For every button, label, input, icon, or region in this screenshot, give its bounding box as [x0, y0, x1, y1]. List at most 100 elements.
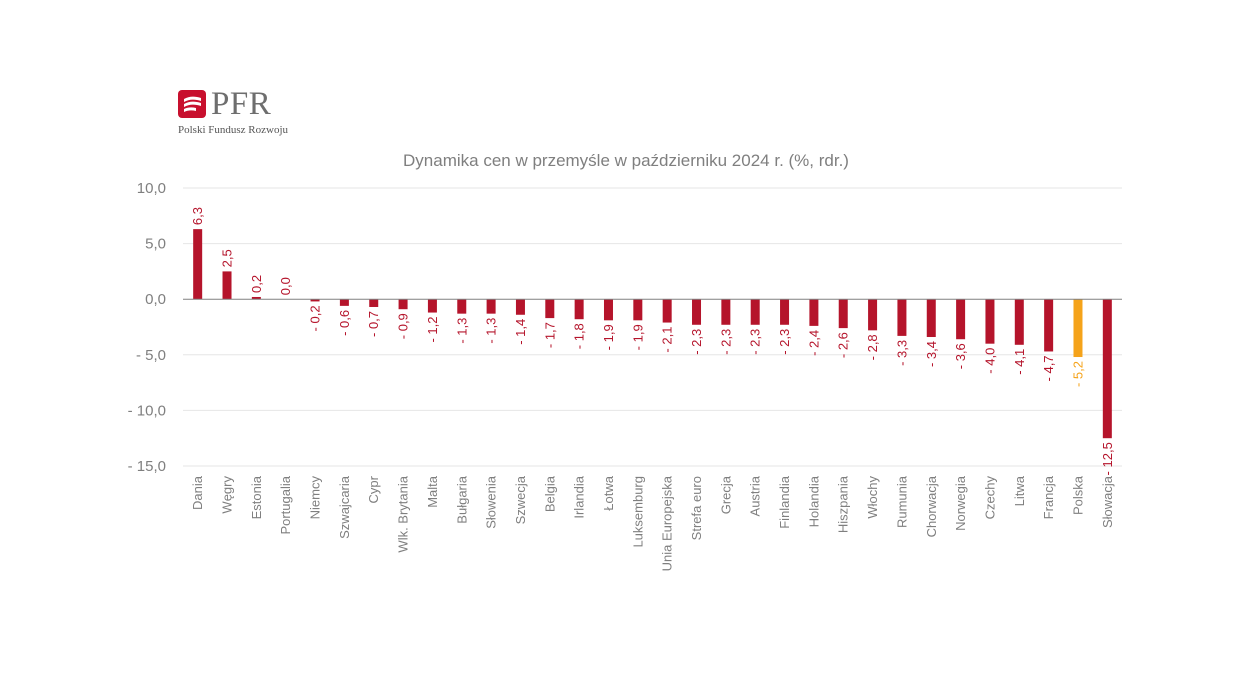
- x-tick-label: Słowenia: [484, 475, 499, 529]
- bar: [868, 299, 878, 331]
- bar: [838, 299, 848, 329]
- bar: [339, 299, 349, 306]
- bar: [1102, 299, 1112, 439]
- bar: [515, 299, 525, 315]
- x-tick-label: Francja: [1041, 475, 1056, 519]
- x-tick-label: Dania: [190, 475, 205, 510]
- data-label: - 1,9: [601, 324, 616, 350]
- x-tick-label: Estonia: [249, 475, 264, 519]
- gridlines: [183, 187, 1122, 467]
- bar: [809, 299, 819, 326]
- bars: [193, 229, 1112, 439]
- x-tick-label: Szwajcaria: [337, 475, 352, 539]
- x-tick-label: Austria: [748, 475, 763, 516]
- data-label: - 0,9: [396, 313, 411, 339]
- logo-wordmark: PFR: [211, 86, 272, 122]
- bar: [985, 299, 995, 344]
- data-label: - 1,7: [542, 322, 557, 348]
- x-tick-label: Szwecja: [513, 475, 528, 524]
- x-tick-label: Belgia: [542, 475, 557, 512]
- data-label: - 1,4: [513, 319, 528, 345]
- x-tick-label: Malta: [425, 475, 440, 508]
- data-label: - 3,3: [894, 340, 909, 366]
- x-tick-label: Węgry: [220, 476, 235, 514]
- bar: [662, 299, 672, 323]
- x-tick-label: Polska: [1070, 475, 1085, 515]
- bar: [1044, 299, 1054, 352]
- x-tick-label: Holandia: [806, 475, 821, 527]
- bar: [427, 299, 437, 313]
- data-label: - 2,3: [748, 329, 763, 355]
- data-label: - 4,7: [1041, 355, 1056, 381]
- bar: [1014, 299, 1024, 345]
- bar: [193, 229, 203, 300]
- y-tick-label: - 10,0: [128, 402, 166, 419]
- x-tick-label: Grecja: [718, 475, 733, 514]
- bar: [897, 299, 907, 336]
- x-tick-label: Hiszpania: [836, 475, 851, 533]
- data-label: - 2,6: [836, 332, 851, 358]
- bar: [780, 299, 790, 325]
- x-tick-label: Bułgaria: [454, 475, 469, 523]
- bar: [1073, 299, 1083, 358]
- data-label: - 4,1: [1012, 349, 1027, 375]
- data-label: - 4,0: [982, 348, 997, 374]
- x-tick-label: Luksemburg: [630, 476, 645, 548]
- data-labels: 6,3 2,5 0,2 0,0 - 0,2 - 0,6 - 0,7 - 0,9 - 1,2 - 1…: [190, 207, 1115, 475]
- data-label: 6,3: [190, 207, 205, 225]
- x-tick-label: Norwegia: [953, 475, 968, 531]
- data-label: 0,2: [249, 275, 264, 293]
- data-label: - 2,1: [660, 327, 675, 353]
- bar: [369, 299, 379, 307]
- data-label: - 1,3: [484, 318, 499, 344]
- x-tick-label: Strefa euro: [689, 476, 704, 540]
- data-label: - 0,6: [337, 310, 352, 336]
- data-label: - 2,3: [777, 329, 792, 355]
- x-tick-label: Chorwacja: [924, 475, 939, 537]
- y-tick-label: - 5,0: [136, 347, 166, 364]
- chart-title: Dynamika cen w przemyśle w październiku …: [403, 151, 849, 170]
- data-label: - 1,9: [630, 324, 645, 350]
- data-label: 0,0: [278, 277, 293, 295]
- bar: [545, 299, 555, 319]
- pfr-logo-icon: [178, 90, 206, 118]
- x-tick-label: Łotwa: [601, 475, 616, 510]
- data-label: 2,5: [220, 249, 235, 267]
- bar: [222, 271, 232, 300]
- data-label: - 2,4: [806, 330, 821, 356]
- data-label: - 2,8: [865, 334, 880, 360]
- x-tick-label: Cypr: [366, 475, 381, 503]
- bar: [574, 299, 584, 320]
- bar: [956, 299, 966, 340]
- bar: [486, 299, 496, 314]
- data-label: - 2,3: [689, 329, 704, 355]
- data-label: - 5,2: [1070, 361, 1085, 387]
- x-tick-label: Czechy: [982, 476, 997, 520]
- bar: [457, 299, 467, 314]
- x-tick-label: Wlk. Brytania: [396, 475, 411, 552]
- bar: [603, 299, 613, 321]
- bar: [633, 299, 643, 321]
- data-label: - 3,6: [953, 343, 968, 369]
- logo-subtitle: Polski Fundusz Rozwoju: [178, 124, 289, 136]
- y-tick-label: 0,0: [145, 291, 166, 308]
- bar: [926, 299, 936, 338]
- bar: [750, 299, 760, 325]
- x-tick-label: Finlandia: [777, 475, 792, 529]
- x-tick-label: Włochy: [865, 476, 880, 519]
- bar: [310, 299, 320, 302]
- data-label: - 3,4: [924, 341, 939, 367]
- data-label: - 0,2: [308, 305, 323, 331]
- x-tick-label: Niemcy: [308, 476, 323, 520]
- data-label: - 0,7: [366, 311, 381, 337]
- bar: [251, 296, 261, 300]
- data-label: - 1,8: [572, 323, 587, 349]
- data-label: - 12,5: [1100, 442, 1115, 475]
- pfr-logo: PFR Polski Fundusz Rozwoju: [178, 86, 318, 138]
- bar: [398, 299, 408, 310]
- x-tick-label: Portugalia: [278, 475, 293, 534]
- x-axis-labels: Dania Węgry Estonia Portugalia Niemcy Szwajca…: [190, 475, 1115, 571]
- data-label: - 1,2: [425, 317, 440, 343]
- data-label: - 2,3: [718, 329, 733, 355]
